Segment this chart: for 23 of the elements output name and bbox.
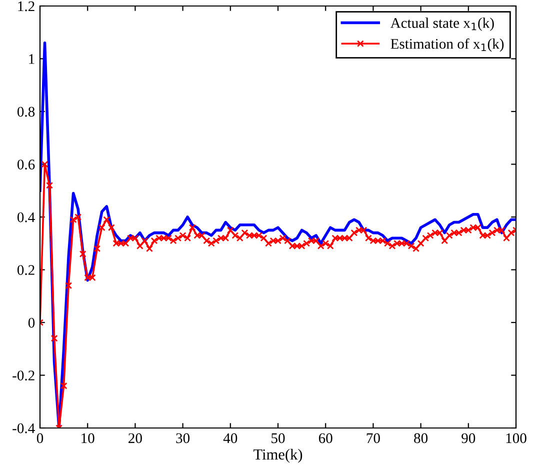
y-tick-label: 0.8 [17,106,35,117]
x-tick-label: 0 [36,433,44,444]
y-tick-label: 0.2 [17,265,34,276]
y-tick-label: 1 [29,54,34,64]
x-tick-label: 10 [82,433,94,444]
y-tick-label: -0.2 [12,370,34,381]
x-tick-label: 100 [506,433,526,444]
x-tick-label: 20 [128,433,142,444]
x-tick-label: 80 [414,433,428,444]
x-tick-label: 60 [318,433,332,444]
y-tick-label: -0.4 [12,423,35,434]
x-axis-title: Time(k) [254,448,302,463]
x-tick-label: 70 [366,433,380,444]
legend-label: Estimation of x$_{1}$(k) [390,38,504,52]
x-tick-label: 30 [176,433,190,444]
y-tick-label: 0 [28,318,35,328]
legend-label: Actual state x$_{1}$(k) [390,18,494,31]
x-tick-label: 40 [223,433,238,444]
y-tick-label: 0.6 [17,160,35,170]
y-tick-label: 1.2 [18,1,34,12]
y-tick-label: 0.4 [17,212,35,222]
x-tick-label: 50 [272,433,285,444]
x-tick-label: 90 [462,433,476,444]
